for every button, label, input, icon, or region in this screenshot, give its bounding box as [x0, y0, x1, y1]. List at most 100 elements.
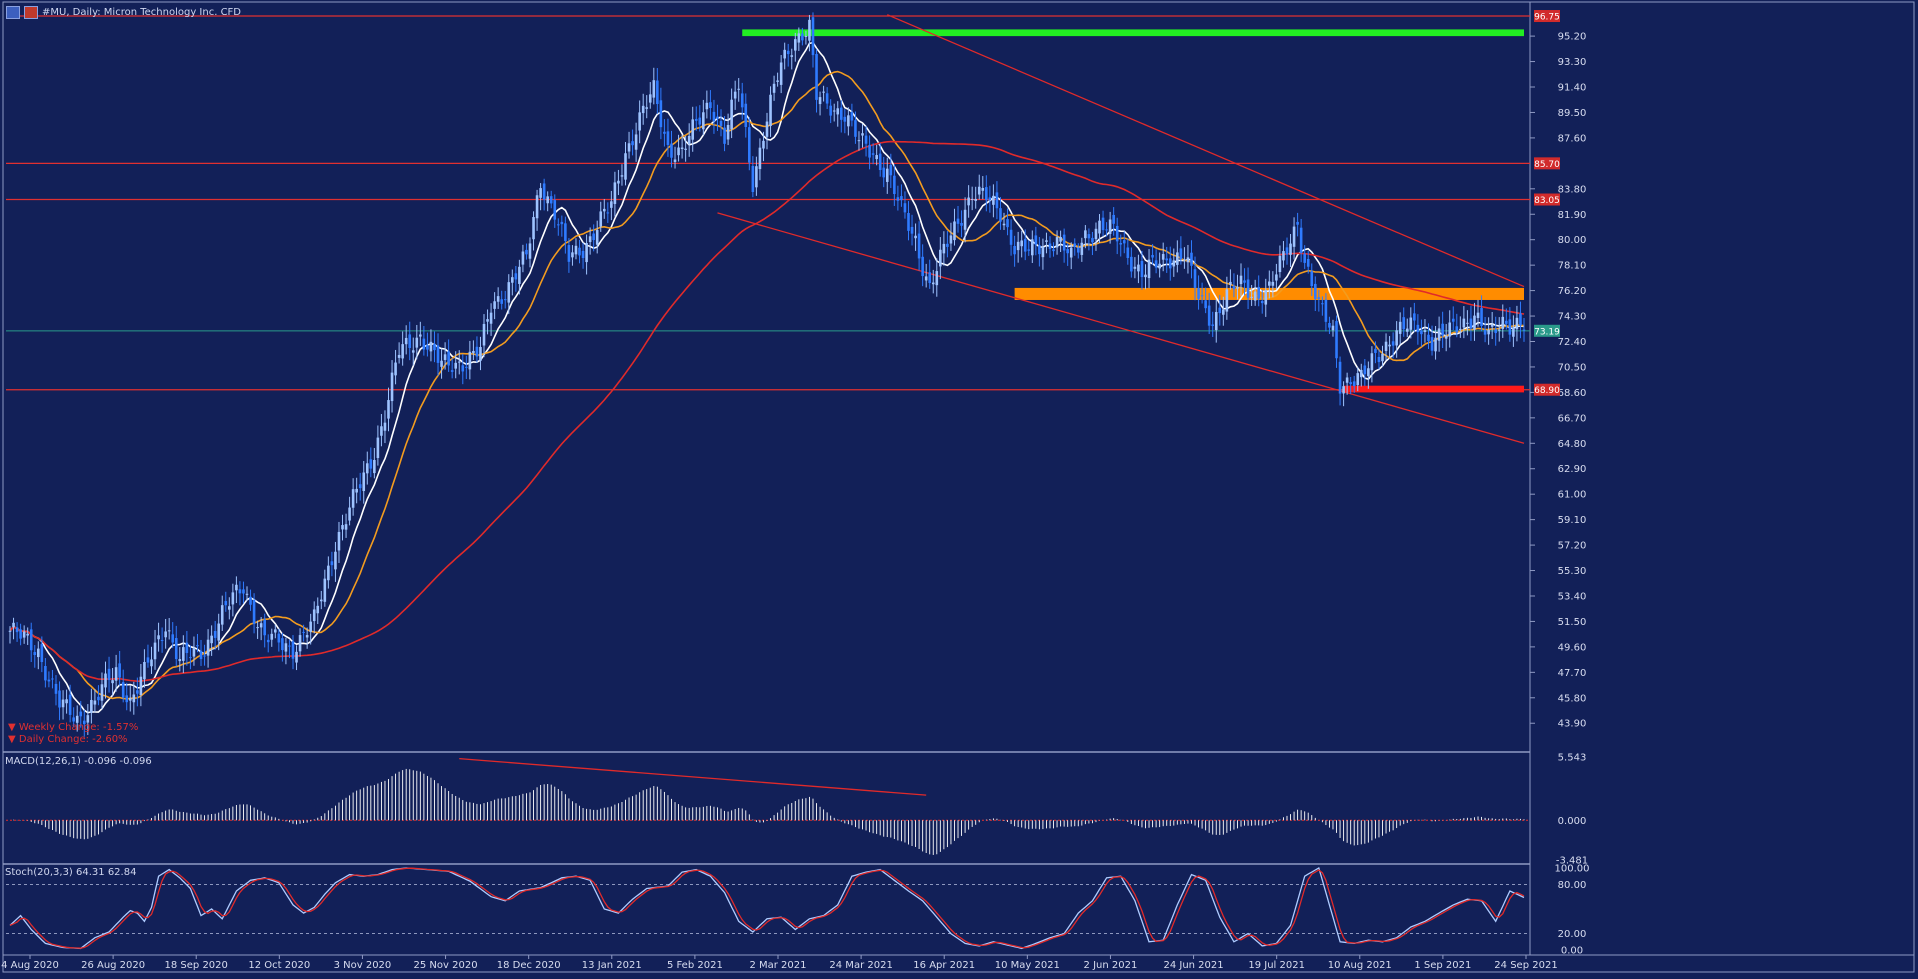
candle-body [1084, 230, 1087, 239]
y-tick-label: 72.40 [1558, 337, 1587, 348]
candle-body [196, 645, 199, 647]
candle-body [22, 631, 26, 638]
x-tick-label: 24 Mar 2021 [829, 960, 892, 971]
candle-body [705, 102, 709, 110]
candle-body [1087, 234, 1091, 239]
candle-body [118, 663, 121, 678]
price-tag [1534, 10, 1560, 23]
candle-body [847, 115, 850, 127]
y-tick-label: 81.90 [1558, 210, 1587, 221]
candle-body [1126, 247, 1130, 258]
candle-body [146, 657, 150, 663]
candle-body [394, 362, 397, 376]
candle-body [1434, 337, 1437, 352]
candle-body [1469, 318, 1473, 329]
candle-body [309, 621, 312, 632]
candle-body [1098, 220, 1101, 234]
candle-body [1342, 386, 1345, 394]
candle-body [1363, 365, 1367, 375]
candle-body [171, 634, 175, 643]
candle-body [1211, 324, 1215, 326]
candle-body [878, 153, 882, 171]
candle-body [1250, 296, 1253, 298]
candle-body [36, 648, 40, 658]
candle-body [666, 131, 670, 145]
candle-body [595, 230, 599, 245]
candle-body [535, 195, 539, 219]
y-tick-label: 95.20 [1558, 32, 1587, 43]
candle-body [68, 694, 72, 715]
candle-body [245, 593, 249, 595]
candle-body [528, 243, 532, 259]
chart-mode-icon[interactable] [6, 5, 20, 19]
stoch-tick-label: 0.00 [1561, 946, 1583, 957]
candle-body [521, 251, 525, 265]
candle-body [26, 633, 29, 636]
candle-body [164, 631, 167, 638]
candle-body [900, 196, 903, 201]
candle-body [1105, 229, 1108, 231]
candle-body [857, 140, 861, 142]
symbol-flag-icon[interactable] [24, 5, 38, 19]
x-tick-label: 3 Nov 2020 [334, 960, 392, 971]
candle-body [65, 699, 68, 704]
candle-body [1349, 382, 1352, 385]
candle-body [702, 112, 705, 130]
candle-body [344, 524, 348, 530]
candle-body [1335, 321, 1338, 359]
candle-body [493, 301, 496, 309]
candle-body [783, 49, 786, 59]
candle-body [270, 633, 274, 640]
candle-body [977, 186, 981, 195]
candle-body [1331, 325, 1335, 331]
candle-body [748, 127, 751, 163]
candle-body [818, 97, 822, 105]
candle-body [885, 168, 889, 182]
candle-body [546, 196, 549, 204]
candle-body [850, 112, 854, 121]
candle-body [1515, 317, 1519, 330]
candle-body [793, 39, 797, 51]
candle-body [259, 623, 263, 628]
candle-body [730, 99, 733, 130]
candle-body [889, 164, 893, 176]
candle-body [496, 296, 500, 302]
candle-body [1398, 321, 1402, 334]
y-tick-label: 57.20 [1558, 541, 1587, 552]
candle-body [1041, 246, 1045, 258]
candle-body [397, 354, 401, 358]
chart-header: #MU, Daily: Micron Technology Inc. CFD [6, 4, 241, 20]
candle-body [256, 627, 259, 629]
candle-body [252, 600, 256, 624]
candle-body [1002, 223, 1006, 226]
candle-body [549, 196, 553, 204]
candle-body [284, 643, 288, 652]
candle-body [334, 551, 337, 570]
y-tick-label: 55.30 [1558, 566, 1587, 577]
candle-body [578, 247, 581, 256]
candle-body [440, 360, 443, 367]
candle-body [153, 642, 157, 660]
candle-body [723, 127, 726, 144]
candle-body [659, 100, 663, 128]
candle-body [1133, 266, 1137, 269]
candle-body [981, 188, 985, 191]
candle-body [836, 108, 840, 115]
stoch-tick-label: 20.00 [1558, 929, 1587, 940]
candle-body [249, 596, 252, 605]
y-tick-label: 70.50 [1558, 362, 1587, 373]
candle-body [758, 147, 762, 170]
candle-body [917, 233, 921, 259]
candle-body [274, 629, 277, 633]
candle-body [1200, 295, 1204, 297]
candle-body [1069, 247, 1073, 258]
x-tick-label: 26 Aug 2020 [81, 960, 145, 971]
candle-body [1345, 377, 1349, 383]
candle-body [1466, 322, 1469, 324]
candle-body [160, 640, 164, 642]
candle-body [1218, 307, 1222, 314]
candle-body [291, 641, 295, 659]
stoch-tick-label: 80.00 [1558, 880, 1587, 891]
